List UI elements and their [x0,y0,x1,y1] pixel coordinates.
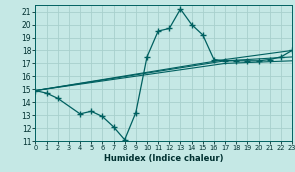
X-axis label: Humidex (Indice chaleur): Humidex (Indice chaleur) [104,154,224,163]
